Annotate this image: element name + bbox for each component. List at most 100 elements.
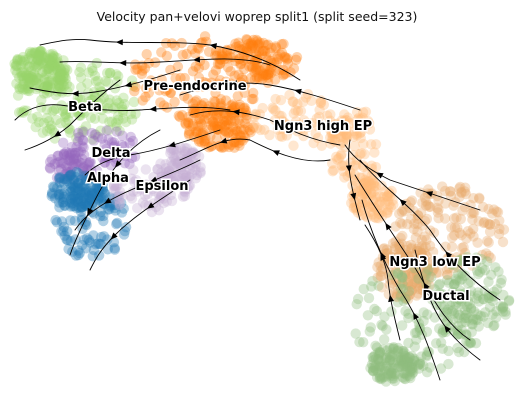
cell-point-ngn3-low-ep bbox=[376, 282, 388, 293]
cell-point-alpha bbox=[84, 237, 96, 248]
cell-point-ngn3-high-ep bbox=[384, 199, 395, 210]
cell-point-epsilon bbox=[195, 162, 206, 173]
cell-point-beta bbox=[18, 72, 29, 84]
cell-point-pre-endocrine bbox=[180, 117, 191, 129]
cell-point-ngn3-high-ep bbox=[315, 95, 327, 106]
cell-point-beta bbox=[40, 55, 51, 66]
cell-point-alpha bbox=[87, 251, 99, 262]
cell-point-pre-endocrine bbox=[259, 45, 271, 57]
cell-point-beta bbox=[87, 94, 98, 106]
cell-point-beta bbox=[50, 62, 61, 74]
cell-point-ngn3-high-ep bbox=[316, 140, 327, 151]
cell-point-ductal bbox=[476, 254, 487, 265]
streamline-arrow bbox=[149, 176, 158, 183]
cell-point-pre-endocrine bbox=[210, 96, 221, 108]
cell-point-beta bbox=[33, 59, 44, 70]
cell-point-alpha bbox=[59, 200, 70, 211]
cell-point-beta bbox=[41, 125, 53, 137]
cell-point-beta bbox=[60, 111, 71, 123]
cell-point-ductal bbox=[381, 371, 392, 382]
cell-point-ductal bbox=[497, 303, 508, 314]
cell-point-beta bbox=[46, 120, 57, 131]
cell-point-ngn3-high-ep bbox=[290, 105, 301, 116]
cell-point-pre-endocrine bbox=[248, 40, 259, 51]
cell-point-ngn3-low-ep bbox=[412, 218, 423, 230]
cell-point-beta bbox=[39, 74, 50, 85]
cell-point-pre-endocrine bbox=[241, 34, 253, 46]
cell-point-pre-endocrine bbox=[223, 118, 235, 129]
cell-point-ngn3-low-ep bbox=[440, 185, 451, 197]
cell-point-ngn3-high-ep bbox=[328, 165, 339, 176]
cell-point-ductal bbox=[478, 294, 489, 305]
cell-point-pre-endocrine bbox=[247, 39, 258, 51]
cell-point-ngn3-low-ep bbox=[483, 250, 494, 262]
cell-point-alpha bbox=[111, 218, 122, 230]
cell-point-ductal bbox=[484, 301, 496, 313]
cell-point-beta bbox=[89, 113, 101, 124]
cell-point-epsilon bbox=[195, 166, 206, 177]
cell-point-ductal bbox=[379, 334, 390, 345]
cell-point-pre-endocrine bbox=[272, 51, 283, 62]
cell-point-alpha bbox=[77, 197, 89, 209]
cell-point-pre-endocrine bbox=[183, 129, 195, 141]
cell-point-ngn3-low-ep bbox=[419, 192, 431, 204]
cell-point-ngn3-high-ep bbox=[361, 185, 373, 196]
cell-point-epsilon bbox=[179, 183, 190, 195]
cell-point-ductal bbox=[396, 354, 407, 366]
cell-point-alpha bbox=[84, 192, 96, 203]
cell-point-ngn3-high-ep bbox=[333, 153, 345, 164]
cell-point-ngn3-high-ep bbox=[368, 177, 379, 188]
cell-point-epsilon bbox=[180, 166, 191, 178]
cell-point-pre-endocrine bbox=[252, 36, 263, 47]
cell-point-ductal bbox=[374, 372, 386, 383]
cell-point-pre-endocrine bbox=[215, 102, 227, 113]
cell-point-ductal bbox=[383, 368, 395, 379]
cell-point-beta bbox=[72, 92, 84, 104]
cell-point-ngn3-low-ep bbox=[384, 279, 395, 290]
cell-point-beta bbox=[55, 64, 66, 76]
cell-point-beta bbox=[24, 73, 36, 85]
cell-point-alpha bbox=[46, 187, 58, 198]
cell-point-epsilon bbox=[152, 164, 163, 175]
cell-point-beta bbox=[117, 106, 128, 118]
cell-point-pre-endocrine bbox=[215, 94, 227, 105]
cell-point-beta bbox=[43, 65, 55, 77]
cell-point-pre-endocrine bbox=[249, 74, 260, 85]
cell-point-pre-endocrine bbox=[233, 41, 244, 52]
streamline-arrow bbox=[149, 105, 157, 112]
cell-point-alpha bbox=[61, 175, 73, 187]
cell-point-alpha bbox=[54, 189, 65, 200]
cell-point-ductal bbox=[446, 259, 457, 270]
cell-point-delta bbox=[58, 158, 69, 169]
cell-point-ngn3-low-ep bbox=[417, 220, 428, 231]
cell-point-ngn3-high-ep bbox=[341, 124, 352, 135]
cell-point-ductal bbox=[452, 342, 463, 354]
cell-point-ductal bbox=[431, 338, 442, 349]
cell-point-ductal bbox=[421, 326, 433, 337]
cell-point-pre-endocrine bbox=[230, 38, 241, 49]
cell-point-ductal bbox=[466, 326, 477, 338]
cell-point-ductal bbox=[491, 284, 503, 295]
cell-point-alpha bbox=[94, 177, 105, 188]
cell-point-beta bbox=[27, 72, 38, 83]
cell-point-ngn3-low-ep bbox=[433, 267, 444, 278]
cell-point-ductal bbox=[409, 341, 420, 352]
cell-point-delta bbox=[59, 173, 71, 185]
cell-point-delta bbox=[108, 137, 120, 148]
cell-point-epsilon bbox=[166, 195, 178, 207]
cell-point-pre-endocrine bbox=[199, 31, 211, 42]
cell-point-ngn3-low-ep bbox=[407, 284, 418, 295]
cell-point-ductal bbox=[380, 376, 392, 387]
cell-point-ductal bbox=[422, 309, 433, 320]
cell-point-alpha bbox=[77, 201, 88, 213]
cell-point-pre-endocrine bbox=[222, 53, 233, 64]
cell-point-ngn3-low-ep bbox=[408, 263, 419, 274]
cell-point-beta bbox=[31, 61, 42, 73]
cell-point-pre-endocrine bbox=[245, 40, 256, 52]
cell-point-ductal bbox=[367, 352, 378, 363]
cell-point-epsilon bbox=[165, 189, 177, 201]
cell-point-beta bbox=[36, 46, 47, 57]
cell-point-beta bbox=[41, 112, 53, 124]
cell-point-ngn3-low-ep bbox=[416, 207, 427, 218]
